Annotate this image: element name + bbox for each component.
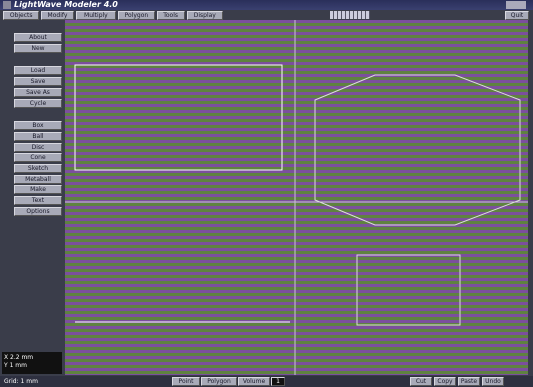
tool-button[interactable]: Box [14, 121, 62, 130]
edit-button[interactable]: Copy [434, 377, 456, 386]
tool-button[interactable]: Metaball [14, 175, 62, 184]
box-outline [75, 65, 282, 170]
window-controls[interactable] [506, 1, 526, 9]
menu-tab[interactable]: Tools [157, 11, 185, 20]
tool-button[interactable]: Options [14, 207, 62, 216]
count-field: 1 [271, 377, 285, 386]
layer-buttons[interactable] [330, 11, 370, 19]
edit-button[interactable]: Paste [458, 377, 480, 386]
menu-tab[interactable]: Polygon [118, 11, 154, 20]
box-outline [357, 255, 460, 325]
edit-button[interactable]: Cut [410, 377, 432, 386]
tool-button[interactable]: Cone [14, 153, 62, 162]
mode-button[interactable]: Point [172, 377, 200, 386]
edit-button[interactable]: Undo [482, 377, 504, 386]
tool-button[interactable]: Ball [14, 132, 62, 141]
title-bar: LightWave Modeler 4.0 [0, 0, 533, 10]
tool-button[interactable]: Disc [14, 143, 62, 152]
menu-tab[interactable]: Display [187, 11, 223, 20]
tool-button[interactable]: New [14, 44, 62, 53]
menu-tab[interactable]: Modify [41, 11, 73, 20]
coord-readout: X 2.2 mm [4, 354, 33, 361]
tool-button[interactable]: Save As [14, 88, 62, 97]
tool-button[interactable]: Load [14, 66, 62, 75]
tool-button[interactable]: Text [14, 196, 62, 205]
tool-button[interactable]: About [14, 33, 62, 42]
app-icon [3, 1, 11, 9]
tool-button[interactable]: Save [14, 77, 62, 86]
mode-button[interactable]: Polygon [201, 377, 237, 386]
viewport [65, 20, 528, 375]
viewport-drawing [65, 20, 528, 375]
coord-readout: Y 1 mm [4, 362, 27, 369]
tool-button[interactable]: Cycle [14, 99, 62, 108]
menu-tab[interactable]: Multiply [76, 11, 117, 20]
tool-button[interactable]: Make [14, 185, 62, 194]
menu-tab[interactable]: Objects [3, 11, 39, 20]
quit-button[interactable]: Quit [505, 11, 529, 20]
grid-size: Grid: 1 mm [4, 378, 38, 385]
modeler-window: LightWave Modeler 4.0 ObjectsModifyMulti… [0, 0, 533, 387]
mode-button[interactable]: Volume [238, 377, 270, 386]
tool-button[interactable]: Sketch [14, 164, 62, 173]
